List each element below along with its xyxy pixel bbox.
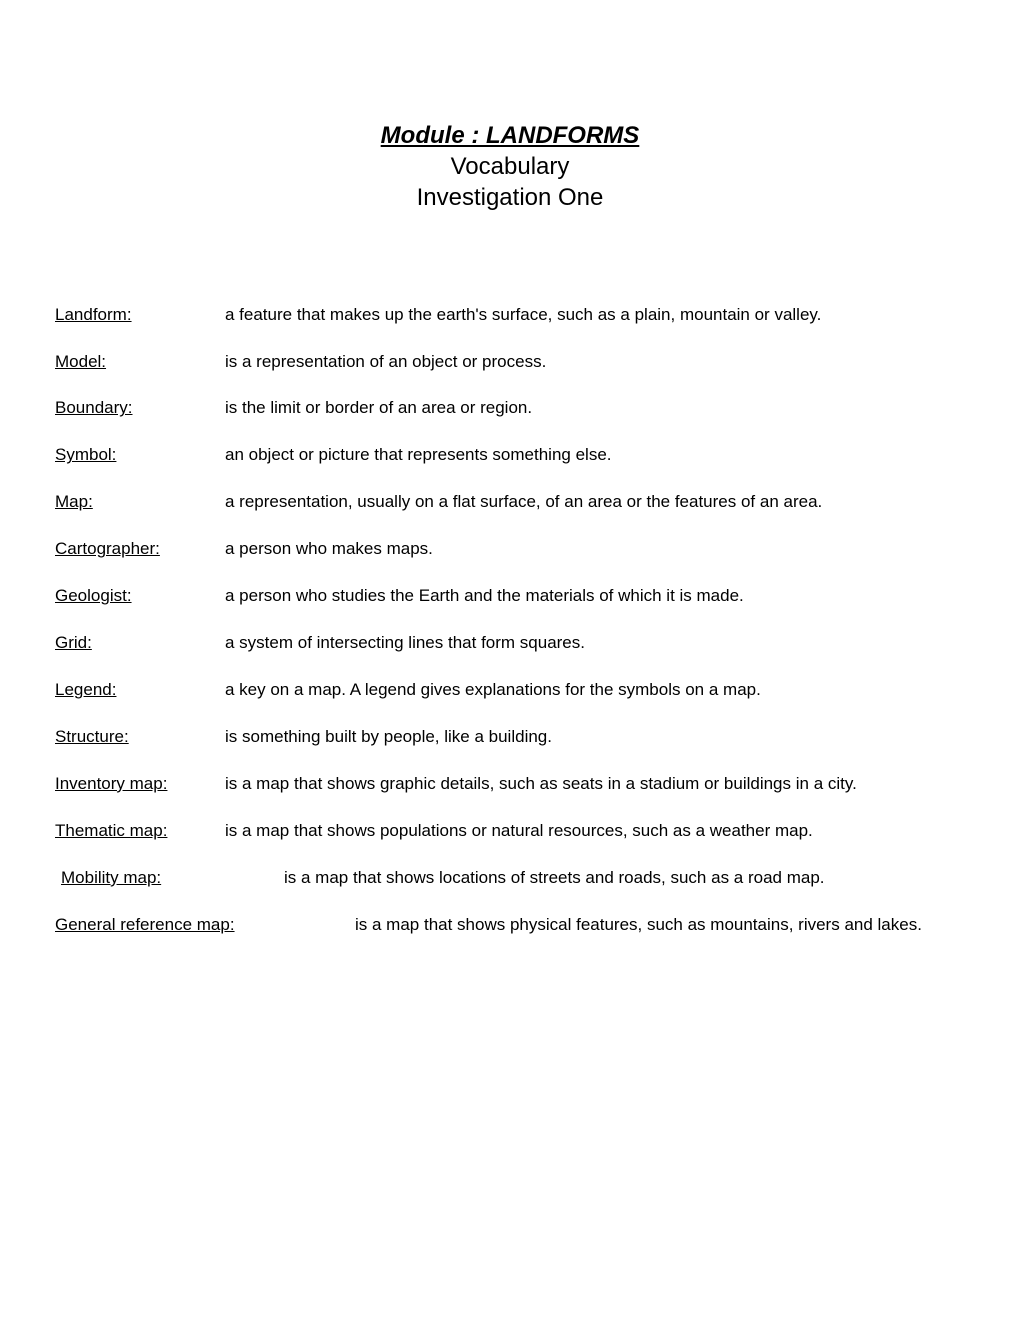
vocabulary-definition: a key on a map. A legend gives explanati… — [225, 679, 965, 702]
vocabulary-definition: is a map that shows locations of streets… — [284, 867, 965, 890]
vocabulary-entry: General reference map:is a map that show… — [55, 914, 965, 937]
vocabulary-entry: Legend:a key on a map. A legend gives ex… — [55, 679, 965, 702]
vocabulary-entry: Thematic map:is a map that shows populat… — [55, 820, 965, 843]
vocabulary-definition: a representation, usually on a flat surf… — [225, 491, 965, 514]
vocabulary-definition: a person who studies the Earth and the m… — [225, 585, 965, 608]
vocabulary-term: Landform: — [55, 304, 225, 327]
vocabulary-entry: Model:is a representation of an object o… — [55, 351, 965, 374]
vocabulary-definition: a feature that makes up the earth's surf… — [225, 304, 965, 327]
vocabulary-term: Geologist: — [55, 585, 225, 608]
vocabulary-definition: is a map that shows graphic details, suc… — [225, 773, 965, 796]
vocabulary-entries: Landform:a feature that makes up the ear… — [55, 304, 965, 937]
vocabulary-entry: Symbol:an object or picture that represe… — [55, 444, 965, 467]
vocabulary-term: Cartographer: — [55, 538, 225, 561]
vocabulary-entry: Boundary:is the limit or border of an ar… — [55, 397, 965, 420]
vocabulary-term: Grid: — [55, 632, 225, 655]
vocabulary-definition: is a representation of an object or proc… — [225, 351, 965, 374]
vocabulary-definition: a system of intersecting lines that form… — [225, 632, 965, 655]
document-page: Module : LANDFORMS Vocabulary Investigat… — [0, 0, 1020, 997]
document-header: Module : LANDFORMS Vocabulary Investigat… — [55, 120, 965, 214]
module-title: Module : LANDFORMS — [55, 120, 965, 151]
subtitle-investigation: Investigation One — [55, 182, 965, 213]
vocabulary-term: Structure: — [55, 726, 225, 749]
vocabulary-definition: is a map that shows physical features, s… — [355, 914, 965, 937]
vocabulary-term: General reference map: — [55, 914, 355, 937]
vocabulary-definition: an object or picture that represents som… — [225, 444, 965, 467]
vocabulary-definition: a person who makes maps. — [225, 538, 965, 561]
vocabulary-entry: Mobility map:is a map that shows locatio… — [61, 867, 965, 890]
vocabulary-entry: Map:a representation, usually on a flat … — [55, 491, 965, 514]
vocabulary-entry: Landform:a feature that makes up the ear… — [55, 304, 965, 327]
vocabulary-term: Mobility map: — [61, 867, 284, 890]
vocabulary-entry: Inventory map:is a map that shows graphi… — [55, 773, 965, 796]
vocabulary-entry: Grid: a system of intersecting lines tha… — [55, 632, 965, 655]
vocabulary-term: Map: — [55, 491, 225, 514]
vocabulary-definition: is something built by people, like a bui… — [225, 726, 965, 749]
vocabulary-entry: Geologist:a person who studies the Earth… — [55, 585, 965, 608]
vocabulary-term: Boundary: — [55, 397, 225, 420]
vocabulary-term: Inventory map: — [55, 773, 225, 796]
subtitle-vocabulary: Vocabulary — [55, 151, 965, 182]
vocabulary-term: Legend: — [55, 679, 225, 702]
vocabulary-term: Symbol: — [55, 444, 225, 467]
vocabulary-entry: Structure:is something built by people, … — [55, 726, 965, 749]
vocabulary-entry: Cartographer:a person who makes maps. — [55, 538, 965, 561]
vocabulary-term: Model: — [55, 351, 225, 374]
vocabulary-term: Thematic map: — [55, 820, 225, 843]
vocabulary-definition: is the limit or border of an area or reg… — [225, 397, 965, 420]
vocabulary-definition: is a map that shows populations or natur… — [225, 820, 965, 843]
